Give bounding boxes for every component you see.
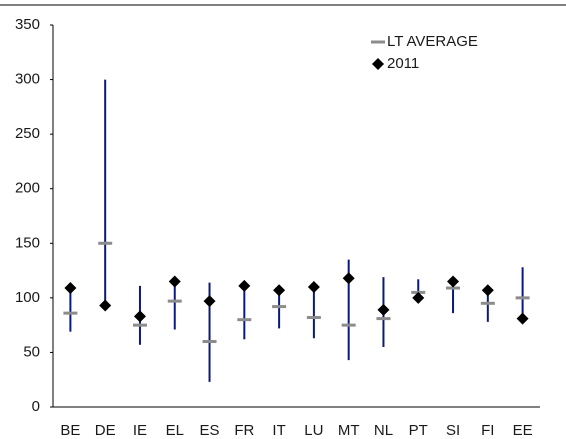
x-tick-label: DE xyxy=(95,422,116,439)
y-tick-label: 350 xyxy=(15,16,40,33)
year-marker xyxy=(377,303,390,316)
y-tick-label: 200 xyxy=(15,180,40,197)
y-tick-label: 100 xyxy=(15,289,40,306)
x-tick-label: PT xyxy=(409,422,428,439)
y-tick-label: 0 xyxy=(32,398,40,415)
year-marker xyxy=(516,312,529,325)
year-marker xyxy=(447,275,460,288)
year-marker xyxy=(64,282,77,295)
year-marker xyxy=(238,279,251,292)
legend-label: LT AVERAGE xyxy=(387,33,478,50)
y-tick-label: 300 xyxy=(15,71,40,88)
year-marker xyxy=(273,284,286,297)
x-tick-label: IE xyxy=(133,422,147,439)
x-tick-label: IT xyxy=(272,422,285,439)
x-tick-label: EE xyxy=(513,422,533,439)
year-marker xyxy=(99,299,112,312)
legend-marker xyxy=(372,58,384,70)
y-tick-label: 50 xyxy=(23,343,40,360)
x-tick-label: LU xyxy=(304,422,323,439)
year-marker xyxy=(481,284,494,297)
x-tick-label: MT xyxy=(338,422,360,439)
x-tick-label: BE xyxy=(60,422,80,439)
x-tick-label: ES xyxy=(200,422,220,439)
x-tick-label: FI xyxy=(481,422,494,439)
year-marker xyxy=(307,280,320,293)
year-marker xyxy=(342,272,355,285)
y-tick-label: 150 xyxy=(15,234,40,251)
x-tick-label: EL xyxy=(166,422,184,439)
x-tick-label: SI xyxy=(446,422,460,439)
y-tick-label: 250 xyxy=(15,125,40,142)
year-marker xyxy=(133,310,146,323)
year-marker xyxy=(168,275,181,288)
year-marker xyxy=(412,291,425,304)
x-tick-label: FR xyxy=(234,422,254,439)
legend-label: 2011 xyxy=(387,55,419,72)
x-tick-label: NL xyxy=(374,422,393,439)
year-marker xyxy=(203,295,216,308)
